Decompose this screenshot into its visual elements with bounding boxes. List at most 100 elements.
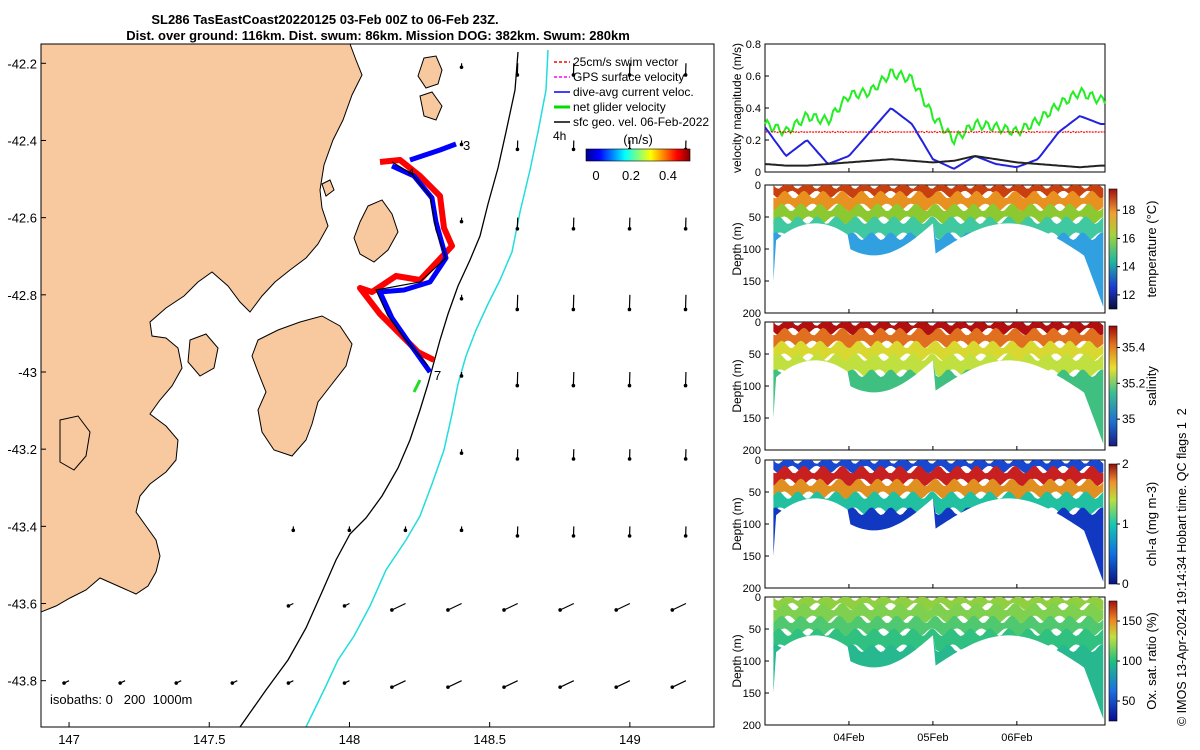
geo-arrow-head: [502, 608, 506, 612]
depth-tick-label: 200: [743, 720, 761, 732]
map-lat-tick-label: -43: [18, 365, 37, 380]
velocity-y-tick-label: 0: [755, 167, 761, 179]
colorbar-tick-label: 100: [1122, 654, 1142, 668]
map-lat-tick-label: -43.8: [7, 674, 37, 689]
geo-velocity-arrow: [447, 602, 462, 611]
map-lat-tick-label: -43.6: [7, 597, 37, 612]
colorbar-tick-label: 35: [1122, 412, 1136, 426]
geo-arrow-head: [118, 681, 122, 685]
velocity-y-tick-label: 0.2: [746, 135, 761, 147]
profile-band: [773, 597, 1104, 611]
depth-tick-label: 150: [743, 688, 761, 700]
imos-watermark: © IMOS 13-Apr-2024 19:14:34 Hobart time.…: [1175, 408, 1189, 726]
geo-arrow-head: [515, 147, 520, 152]
colorbar-tick-label: 0: [1122, 577, 1129, 591]
geo-arrow-head: [571, 147, 576, 152]
geo-arrow-head: [459, 451, 464, 455]
geo-velocity-arrow: [615, 602, 631, 611]
time-tick-label: 06Feb: [1001, 732, 1032, 744]
depth-tick-label: 0: [755, 592, 761, 604]
geo-velocity-arrow: [672, 602, 687, 611]
geo-arrow-head: [571, 307, 576, 312]
geo-arrow-head: [614, 608, 619, 612]
land-islet: [321, 179, 335, 197]
depth-tick-label: 200: [743, 583, 761, 595]
velocity-y-tick-label: 0.6: [746, 71, 761, 83]
geo-velocity-arrow: [503, 680, 518, 688]
colorbar-tick-label: 150: [1122, 614, 1142, 628]
profile-band: [773, 203, 1104, 224]
land-tasmania: [41, 44, 363, 613]
geo-arrow-head: [515, 457, 520, 461]
profile-band: [773, 223, 1104, 307]
colorbar-label: Ox. sat. ratio (%): [1144, 612, 1159, 710]
colorbar-tick: 0: [592, 168, 599, 183]
geo-arrow-head: [459, 65, 464, 70]
colorbar-tick: 0.2: [622, 168, 640, 183]
colorbar-unit: (m/s): [623, 132, 653, 147]
profile-colorbar: [1108, 600, 1118, 722]
geo-arrow-head: [459, 142, 464, 147]
depth-tick-label: 100: [743, 381, 761, 393]
depth-tick-label: 100: [743, 656, 761, 668]
profile-band: [773, 491, 1104, 515]
land-schouten-island: [417, 55, 443, 89]
land-small-island: [419, 91, 443, 121]
geo-arrow-head: [230, 681, 235, 685]
geo-velocity-arrow: [503, 602, 518, 611]
geo-arrow-head: [571, 457, 576, 461]
time-tick-label: 05Feb: [917, 732, 948, 744]
geo-arrow-head: [558, 608, 562, 612]
geo-arrow-head: [459, 296, 464, 301]
velocity-series-line: [764, 107, 1105, 170]
geo-velocity-arrow: [615, 680, 631, 688]
track-label-3: 3: [463, 138, 470, 153]
depth-tick-label: 150: [743, 276, 761, 288]
profile-panel-salinity: 0 50 100 150 200 Depth (m) 35 35.2 35.4 salinity: [730, 317, 1159, 457]
profile-band: [773, 185, 1104, 199]
geo-arrow-head: [515, 534, 520, 538]
colorbar-tick-label: 35.4: [1122, 340, 1146, 354]
depth-tick-label: 0: [755, 180, 761, 192]
profile-band: [773, 478, 1104, 499]
map-lat-tick-label: -42.8: [7, 288, 37, 303]
map-lat-tick-label: -42.2: [7, 56, 37, 71]
geo-arrow-head: [683, 73, 688, 77]
velocity-y-tick-label: 0.4: [746, 103, 761, 115]
profile-band: [773, 216, 1104, 240]
geo-arrow-head: [627, 383, 632, 388]
geo-arrow-head: [446, 608, 450, 612]
profile-band: [773, 353, 1104, 377]
profile-panel-chlorophyll: 0 50 100 150 200 Depth (m) 0 1 2 chl-a (mg m-3): [730, 455, 1159, 595]
geo-arrow-head: [683, 534, 688, 538]
geo-arrow-head: [627, 457, 632, 461]
geo-arrow-head: [614, 685, 619, 689]
colorbar-tick-label: 50: [1122, 694, 1136, 708]
map-lon-tick-label: 147.5: [193, 732, 226, 747]
geo-arrow-head: [683, 227, 688, 231]
geo-arrow-head: [571, 73, 576, 77]
geo-arrow-head: [446, 685, 450, 689]
geo-arrow-head: [286, 604, 291, 608]
colorbar-label: temperature (°C): [1144, 201, 1159, 298]
depth-tick-label: 100: [743, 244, 761, 256]
map-lon-tick-label: 147: [58, 732, 80, 747]
glider-path: [375, 161, 447, 367]
colorbar-tick-label: 18: [1122, 203, 1136, 217]
geo-arrow-head: [571, 227, 576, 231]
title-line-1: SL286 TasEastCoast20220125 03-Feb 00Z to…: [151, 12, 498, 27]
isobath-1000m: [305, 49, 549, 727]
land-bruny-island: [59, 415, 91, 471]
velocity-y-label: velocity magnitude (m/s): [730, 43, 744, 173]
geo-arrow-head: [459, 374, 464, 378]
geo-arrow-head: [515, 383, 520, 388]
geo-arrow-head: [627, 534, 632, 538]
geo-arrow-head: [515, 307, 520, 312]
geo-arrow-head: [390, 685, 394, 689]
depth-tick-label: 50: [749, 487, 761, 499]
geo-arrow-head: [286, 681, 291, 685]
